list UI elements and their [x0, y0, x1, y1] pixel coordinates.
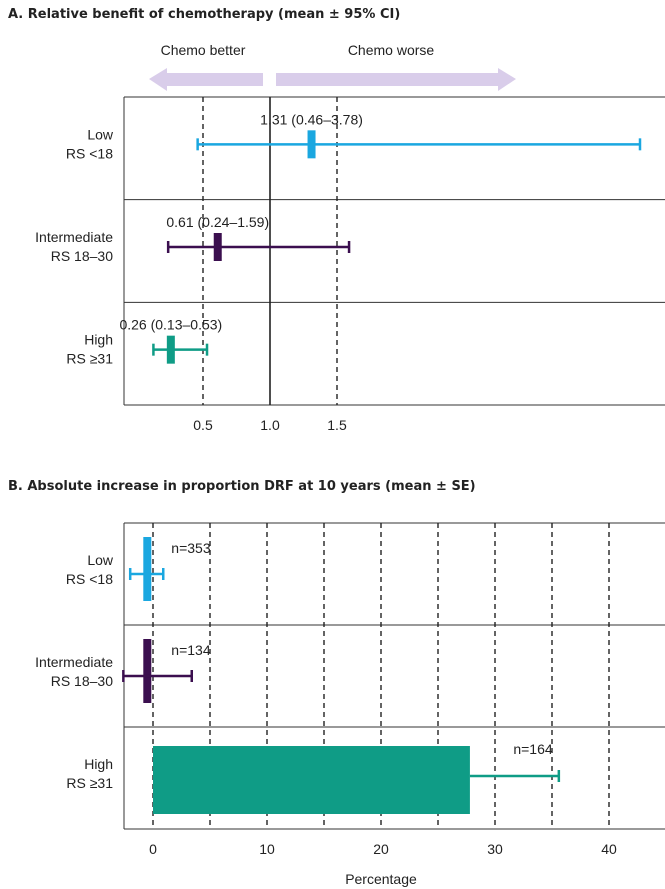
panel-a-group-label: Intermediate [35, 229, 113, 245]
panel-b-x-tick-label: 20 [373, 841, 389, 857]
panel-b-x-tick-label: 0 [149, 841, 157, 857]
bar [143, 639, 152, 703]
panel-a-title: A. Relative benefit of chemotherapy (mea… [8, 7, 401, 22]
n-label: n=164 [513, 741, 553, 757]
panel-b-x-tick-label: 30 [487, 841, 503, 857]
estimate-marker [166, 335, 175, 364]
estimate-label: 0.26 (0.13–0.53) [119, 317, 222, 333]
panel-a-x-tick-label: 1.5 [327, 417, 347, 433]
estimate-marker [213, 233, 222, 261]
chemo-better-label: Chemo better [161, 42, 246, 58]
panel-a-x-tick-label: 0.5 [193, 417, 213, 433]
panel-a-group-label: Low [87, 126, 114, 142]
panel-b-group-label: High [84, 756, 113, 772]
n-label: n=353 [171, 540, 211, 556]
panel-a-group-sublabel: RS ≥31 [66, 351, 113, 367]
panel-b-group-sublabel: RS 18–30 [51, 673, 113, 689]
estimate-marker [307, 130, 316, 159]
estimate-label: 1.31 (0.46–3.78) [260, 111, 363, 127]
panel-b-group-sublabel: RS <18 [66, 571, 113, 587]
n-label: n=134 [171, 642, 211, 658]
panel-b-title: B. Absolute increase in proportion DRF a… [8, 479, 476, 494]
bar [143, 537, 152, 601]
panel-a-x-tick-label: 1.0 [260, 417, 280, 433]
chemo-worse-arrow [276, 68, 516, 91]
panel-a-group-label: High [84, 332, 113, 348]
panel-b-x-tick-label: 40 [601, 841, 617, 857]
panel-a-group-sublabel: RS 18–30 [51, 248, 113, 264]
panel-b-x-tick-label: 10 [259, 841, 275, 857]
chemo-better-arrow [149, 68, 263, 91]
panel-b-group-label: Intermediate [35, 654, 113, 670]
panel-b-x-axis-title: Percentage [345, 871, 417, 887]
chemo-worse-label: Chemo worse [348, 42, 435, 58]
bar [153, 746, 470, 814]
panel-a-group-sublabel: RS <18 [66, 145, 113, 161]
estimate-label: 0.61 (0.24–1.59) [166, 214, 269, 230]
panel-b-group-label: Low [87, 552, 114, 568]
panel-b-group-sublabel: RS ≥31 [66, 775, 113, 791]
